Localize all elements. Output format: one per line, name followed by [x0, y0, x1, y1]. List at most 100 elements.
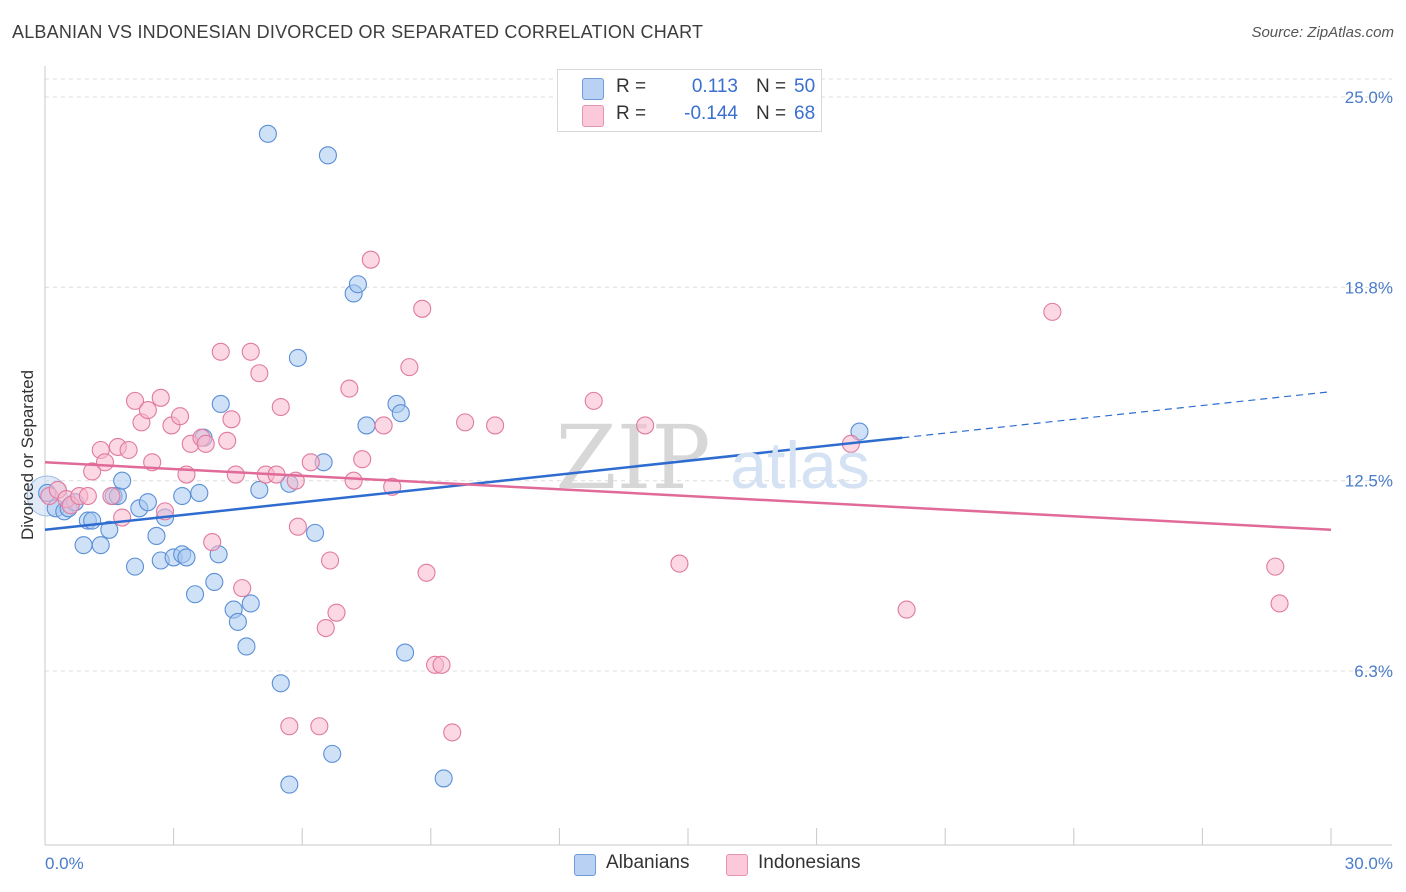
indonesians-point: [1266, 557, 1285, 576]
albanians-point: [147, 526, 166, 545]
indonesians-point: [321, 551, 340, 570]
indonesians-point: [78, 486, 97, 506]
indonesians-point: [241, 342, 260, 361]
albanians-point: [190, 483, 209, 503]
indonesians-point: [327, 603, 346, 622]
data-points: [26, 124, 1289, 794]
legend-label: Indonesians: [758, 852, 861, 873]
tick-labels: 6.3% 12.5% 18.8% 25.0% 0.0% 30.0%: [45, 88, 1393, 873]
source-label: Source: ZipAtlas.com: [1251, 24, 1394, 41]
indonesians-point: [636, 416, 655, 435]
indonesians-point: [196, 434, 215, 453]
indonesians-point: [226, 465, 245, 484]
albanians-point: [91, 536, 110, 555]
indonesians-point: [432, 655, 451, 674]
albanians-point: [323, 744, 342, 763]
indonesians-point: [170, 407, 190, 426]
indonesians-point: [344, 471, 363, 490]
watermark-atlas: atlas: [730, 428, 869, 502]
n-value: 50: [794, 76, 816, 97]
albanians-point: [177, 548, 196, 567]
albanians-trend-extension: [902, 391, 1332, 439]
x-tick-label: 30.0%: [1345, 854, 1393, 873]
indonesians-point: [102, 486, 121, 506]
legend-label: Albanians: [606, 852, 690, 873]
watermark: ZIP: [555, 406, 710, 509]
indonesians-point: [271, 397, 290, 417]
albanians-point: [237, 637, 256, 656]
albanians-point: [228, 612, 247, 631]
albanians-point: [306, 523, 325, 542]
albanians-point: [396, 643, 415, 662]
indonesians-point: [361, 250, 380, 269]
indonesians-point: [113, 508, 132, 527]
indonesians-point: [340, 379, 359, 398]
r-value: -0.144: [684, 103, 738, 124]
albanians-point: [250, 480, 269, 499]
albanians-point: [434, 769, 453, 788]
y-axis-label: Divorced or Separated: [18, 370, 37, 540]
indonesians-point: [288, 517, 307, 536]
stats-legend: R = 0.113 N = 50 R = -0.144 N = 68: [557, 69, 822, 132]
indonesians-point: [211, 342, 230, 361]
albanians-point: [185, 585, 205, 604]
indonesians-point: [125, 391, 145, 410]
albanians-point: [138, 493, 157, 512]
r-label: R =: [616, 103, 647, 124]
indonesians-point: [400, 358, 419, 377]
axes: [44, 66, 1392, 846]
chart-title: ALBANIAN VS INDONESIAN DIVORCED OR SEPAR…: [12, 22, 704, 42]
albanians-point: [74, 536, 93, 555]
indonesians-point: [1043, 302, 1062, 321]
indonesians-point: [413, 299, 432, 318]
indonesians-point: [301, 453, 320, 472]
indonesians-point: [218, 431, 237, 450]
albanians-point: [348, 275, 367, 294]
indonesians-point: [310, 717, 329, 736]
indonesians-swatch: [582, 105, 604, 127]
indonesians-point: [138, 401, 157, 420]
y-tick-label: 18.8%: [1345, 278, 1393, 297]
indonesians-point: [316, 618, 335, 638]
indonesians-point: [119, 440, 138, 460]
n-label: N =: [756, 103, 787, 124]
indonesians-point: [486, 416, 505, 435]
y-tick-label: 6.3%: [1354, 662, 1393, 681]
indonesians-point: [83, 462, 102, 481]
indonesians-point: [1270, 594, 1289, 613]
indonesians-point: [353, 450, 372, 469]
x-tick-label: 0.0%: [45, 854, 84, 873]
indonesians-point: [203, 533, 222, 552]
indonesians-point: [374, 416, 393, 435]
albanians-point: [100, 520, 119, 539]
r-value: 0.113: [691, 76, 738, 97]
indonesians-point: [151, 388, 170, 407]
indonesians-point: [222, 410, 241, 429]
albanians-point: [241, 594, 260, 613]
albanians-point: [280, 775, 299, 794]
r-label: R =: [616, 76, 647, 97]
indonesians-point: [456, 413, 475, 432]
albanians-point: [391, 404, 410, 423]
y-tick-label: 25.0%: [1345, 88, 1393, 107]
albanians-point: [271, 674, 290, 693]
indonesians-trend-line: [44, 461, 1332, 532]
indonesians-swatch: [726, 854, 748, 876]
trend-lines: [44, 391, 1332, 532]
albanians-point: [357, 416, 376, 435]
indonesians-point: [584, 391, 603, 410]
indonesians-point: [250, 364, 269, 383]
albanians-point: [288, 348, 307, 367]
n-value: 68: [794, 103, 816, 124]
albanians-point: [258, 124, 277, 143]
indonesians-point: [897, 600, 916, 619]
albanians-point: [113, 471, 132, 490]
albanians-point: [205, 572, 224, 592]
albanians-point: [173, 486, 192, 506]
indonesians-point: [280, 717, 299, 736]
indonesians-point: [233, 579, 252, 598]
indonesians-point: [417, 563, 436, 582]
albanians-swatch: [574, 854, 596, 876]
albanians-point: [211, 394, 230, 414]
